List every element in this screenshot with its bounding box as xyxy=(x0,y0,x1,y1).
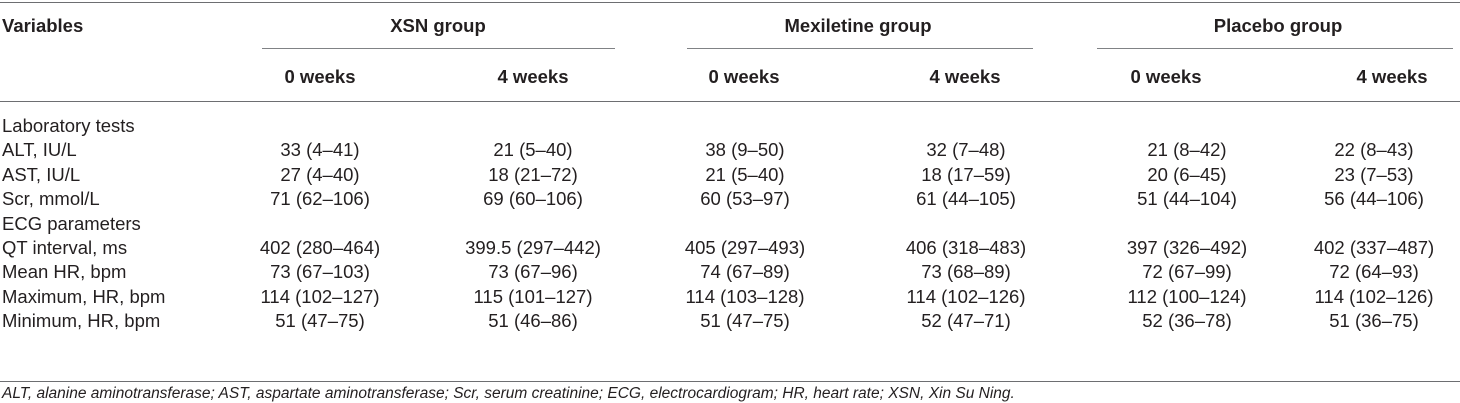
row-label: Scr, mmol/L xyxy=(2,188,100,210)
table-row: Minimum, HR, bpm 51 (47–75) 51 (46–86) 5… xyxy=(0,310,1460,334)
table-cell: 23 (7–53) xyxy=(1334,163,1414,185)
timepoint-header: 0 weeks xyxy=(1130,66,1202,87)
timepoint-header: 4 weeks xyxy=(1356,66,1428,87)
table-cell: 406 (318–483) xyxy=(905,236,1027,258)
timepoint-header: 4 weeks xyxy=(929,66,1001,87)
group-header-placebo: Placebo group xyxy=(1213,15,1343,36)
group-underline-xsn xyxy=(262,48,615,49)
table-cell: 115 (101–127) xyxy=(473,285,593,307)
table-cell: 73 (68–89) xyxy=(921,261,1011,283)
table-cell: 73 (67–103) xyxy=(270,261,370,283)
table-row: ECG parameters xyxy=(0,213,1460,237)
table-cell: 18 (17–59) xyxy=(921,163,1011,185)
table-row: Laboratory tests xyxy=(0,115,1460,139)
table-cell: 114 (102–126) xyxy=(1314,285,1434,307)
table-cell: 52 (47–71) xyxy=(921,310,1011,332)
table-cell: 38 (9–50) xyxy=(705,139,785,161)
table-cell: 51 (46–86) xyxy=(488,310,578,332)
table-cell: 52 (36–78) xyxy=(1142,310,1232,332)
table-cell: 51 (36–75) xyxy=(1329,310,1419,332)
row-label: Minimum, HR, bpm xyxy=(2,310,161,332)
section-label: ECG parameters xyxy=(2,212,141,234)
table-row: AST, IU/L 27 (4–40) 18 (21–72) 21 (5–40)… xyxy=(0,164,1460,188)
table-cell: 21 (5–40) xyxy=(493,139,573,161)
table-cell: 114 (102–127) xyxy=(260,285,380,307)
bottom-rule xyxy=(0,381,1460,382)
table-cell: 399.5 (297–442) xyxy=(465,236,601,258)
group-underline-mexiletine xyxy=(687,48,1033,49)
table-cell: 33 (4–41) xyxy=(280,139,360,161)
table-cell: 61 (44–105) xyxy=(916,188,1016,210)
variables-header: Variables xyxy=(2,15,84,36)
row-label: QT interval, ms xyxy=(2,236,128,258)
table-row: Mean HR, bpm 73 (67–103) 73 (67–96) 74 (… xyxy=(0,261,1460,285)
table-cell: 397 (326–492) xyxy=(1126,236,1248,258)
table-cell: 18 (21–72) xyxy=(488,163,578,185)
table-row: ALT, IU/L 33 (4–41) 21 (5–40) 38 (9–50) … xyxy=(0,139,1460,163)
table-footnote: ALT, alanine aminotransferase; AST, aspa… xyxy=(2,385,1015,402)
data-table: Laboratory tests ALT, IU/L 33 (4–41) 21 … xyxy=(0,115,1460,335)
section-label: Laboratory tests xyxy=(2,115,135,136)
table-cell: 51 (47–75) xyxy=(275,310,365,332)
table-cell: 21 (8–42) xyxy=(1147,139,1227,161)
row-label: AST, IU/L xyxy=(2,163,81,185)
timepoint-header: 0 weeks xyxy=(284,66,356,87)
table-cell: 27 (4–40) xyxy=(280,163,360,185)
table-cell: 402 (280–464) xyxy=(259,236,381,258)
table-cell: 20 (6–45) xyxy=(1147,163,1227,185)
table-cell: 72 (64–93) xyxy=(1329,261,1419,283)
timepoint-header: 4 weeks xyxy=(497,66,569,87)
table-cell: 73 (67–96) xyxy=(488,261,578,283)
row-label: Mean HR, bpm xyxy=(2,261,127,283)
table-cell: 114 (103–128) xyxy=(685,285,805,307)
table-cell: 69 (60–106) xyxy=(483,188,583,210)
timepoint-header: 0 weeks xyxy=(708,66,780,87)
row-label: Maximum, HR, bpm xyxy=(2,285,166,307)
table-cell: 405 (297–493) xyxy=(684,236,806,258)
table-cell: 74 (67–89) xyxy=(700,261,790,283)
table-cell: 71 (62–106) xyxy=(270,188,370,210)
table-cell: 51 (44–104) xyxy=(1137,188,1237,210)
table-cell: 22 (8–43) xyxy=(1334,139,1414,161)
header-rule xyxy=(0,101,1460,102)
table-cell: 32 (7–48) xyxy=(926,139,1006,161)
table-cell: 56 (44–106) xyxy=(1324,188,1424,210)
table-cell: 72 (67–99) xyxy=(1142,261,1232,283)
table-cell: 60 (53–97) xyxy=(700,188,790,210)
table-cell: 112 (100–124) xyxy=(1127,285,1247,307)
table-row: Maximum, HR, bpm 114 (102–127) 115 (101–… xyxy=(0,286,1460,310)
table-cell: 51 (47–75) xyxy=(700,310,790,332)
row-label: ALT, IU/L xyxy=(2,139,77,161)
group-header-mexiletine: Mexiletine group xyxy=(784,15,932,36)
table-cell: 21 (5–40) xyxy=(705,163,785,185)
table-row: Scr, mmol/L 71 (62–106) 69 (60–106) 60 (… xyxy=(0,188,1460,212)
table-row: QT interval, ms 402 (280–464) 399.5 (297… xyxy=(0,237,1460,261)
group-header-xsn: XSN group xyxy=(390,15,486,36)
table-cell: 114 (102–126) xyxy=(906,285,1026,307)
group-underline-placebo xyxy=(1097,48,1453,49)
top-rule xyxy=(0,2,1460,3)
table-cell: 402 (337–487) xyxy=(1313,236,1435,258)
